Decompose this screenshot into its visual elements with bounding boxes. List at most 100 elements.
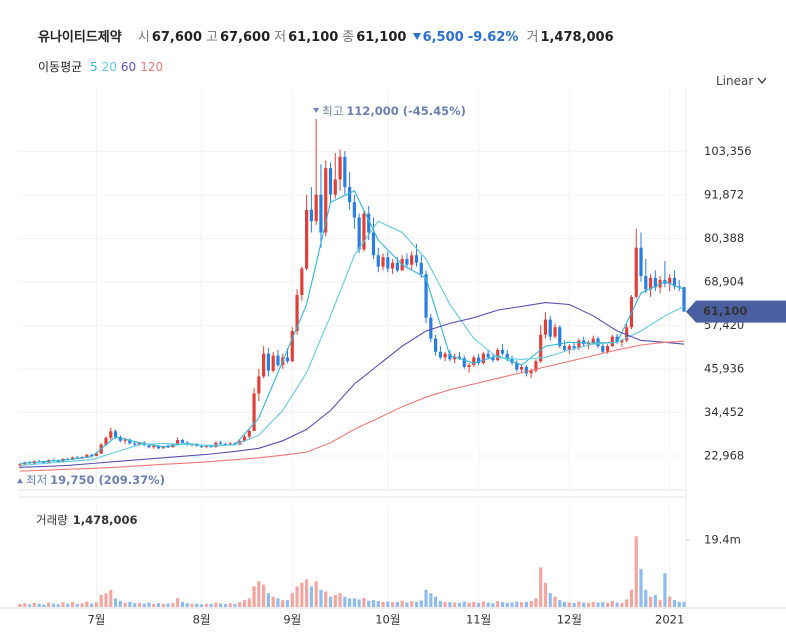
- volume-bar: [410, 601, 414, 607]
- candle-body: [300, 268, 304, 295]
- candle-body: [252, 393, 256, 431]
- volume-bar: [539, 567, 543, 607]
- candle-body: [567, 346, 571, 350]
- x-tick-label: 11월: [466, 613, 491, 627]
- candle-body: [199, 446, 204, 448]
- candle-body: [539, 334, 543, 362]
- candle-body: [376, 255, 380, 267]
- quote-label: 시: [137, 30, 150, 45]
- volume-bar: [663, 573, 667, 607]
- x-tick-label: 8월: [193, 613, 211, 627]
- volume-bar: [80, 603, 84, 607]
- candle-body: [118, 436, 122, 441]
- volume-bar: [56, 604, 60, 607]
- y-tick-label: 103,356: [704, 144, 752, 158]
- candle-body: [352, 202, 356, 218]
- candle-body: [266, 353, 271, 371]
- volume-bar: [529, 601, 533, 607]
- candle-body: [333, 179, 337, 195]
- x-tick-label: 7월: [87, 613, 105, 627]
- volume-bar: [615, 602, 619, 607]
- annotation-marker: [313, 107, 320, 113]
- candle-body: [620, 340, 624, 343]
- candle-body: [166, 446, 170, 448]
- candle-body: [343, 156, 347, 188]
- candle-body: [90, 454, 94, 456]
- volume-bar: [128, 601, 132, 607]
- volume-bar: [453, 602, 457, 607]
- volume-bar: [113, 598, 118, 607]
- candle-body: [467, 365, 471, 367]
- ma-title: 이동평균: [38, 60, 83, 74]
- volume-bar: [496, 601, 500, 607]
- y-tick-label: 22,968: [704, 449, 744, 463]
- candle-body: [414, 255, 419, 263]
- candle-body: [247, 430, 251, 437]
- candle-body: [601, 346, 605, 352]
- header: 유나이티드제약 시 67,600 고 67,600 저 61,100 종 61,100 6,5…: [38, 26, 614, 45]
- volume-bar: [109, 589, 113, 607]
- legend-entry: 60: [120, 60, 137, 74]
- volume-bar: [23, 603, 27, 607]
- volume-bar: [668, 596, 672, 607]
- volume-bar: [32, 602, 36, 607]
- volume-title: 거래량 1,478,006: [36, 513, 138, 527]
- annotation: 최저 19,750 (209.37%): [26, 473, 165, 487]
- volume-bar: [639, 569, 643, 607]
- volume-bar: [176, 598, 180, 607]
- candle-body: [309, 209, 313, 222]
- volume-bar: [476, 602, 481, 607]
- annotation: 최고 112,000 (-45.45%): [322, 103, 466, 117]
- candle-body: [328, 168, 333, 195]
- candle-body: [276, 355, 280, 366]
- candle-body: [371, 232, 376, 256]
- volume-bar: [558, 600, 562, 607]
- volume-bar: [300, 582, 304, 607]
- volume-bar: [290, 593, 294, 607]
- candle-body: [524, 366, 528, 374]
- candle-body: [648, 277, 653, 290]
- volume-bar: [596, 602, 600, 607]
- volume-bar: [362, 598, 366, 607]
- volume-bar: [371, 600, 376, 607]
- candle-body: [562, 346, 567, 350]
- volume-bar: [18, 603, 22, 607]
- volume-bar: [438, 600, 442, 607]
- volume-bar: [27, 604, 32, 607]
- volume-bar: [276, 598, 280, 607]
- y-tick-label: 34,452: [704, 405, 744, 419]
- price-tag-label: 61,100: [703, 304, 747, 318]
- volume-bar: [281, 600, 285, 607]
- candle-body: [348, 187, 352, 203]
- volume-bar: [677, 601, 681, 607]
- candle-body: [515, 362, 519, 370]
- scale-select[interactable]: Linear: [716, 74, 767, 88]
- volume-bar: [271, 596, 275, 607]
- candle-body: [180, 440, 185, 443]
- volume-bar: [90, 603, 94, 607]
- candle-body: [519, 366, 524, 370]
- candle-body: [314, 194, 318, 222]
- volume-bar: [94, 602, 99, 607]
- candle-body: [324, 168, 328, 233]
- candle-body: [410, 255, 414, 265]
- volume-bar: [577, 601, 581, 607]
- candle-body: [433, 338, 438, 352]
- volume-bar: [562, 601, 567, 607]
- volume-bar: [104, 593, 108, 607]
- volume-bar: [591, 601, 595, 607]
- candle-body: [271, 355, 275, 371]
- x-tick-label: 10월: [375, 613, 400, 627]
- candle-body: [94, 453, 99, 456]
- down-triangle: [412, 33, 421, 40]
- volume-bar: [519, 602, 524, 607]
- volume-bar: [233, 603, 237, 607]
- volume-bar: [491, 603, 495, 607]
- volume-bar: [653, 594, 657, 607]
- candle-body: [161, 446, 165, 449]
- volume-bar: [142, 603, 146, 607]
- volume-bar: [319, 589, 323, 607]
- volume-bar: [405, 602, 409, 607]
- volume-bar: [338, 593, 342, 607]
